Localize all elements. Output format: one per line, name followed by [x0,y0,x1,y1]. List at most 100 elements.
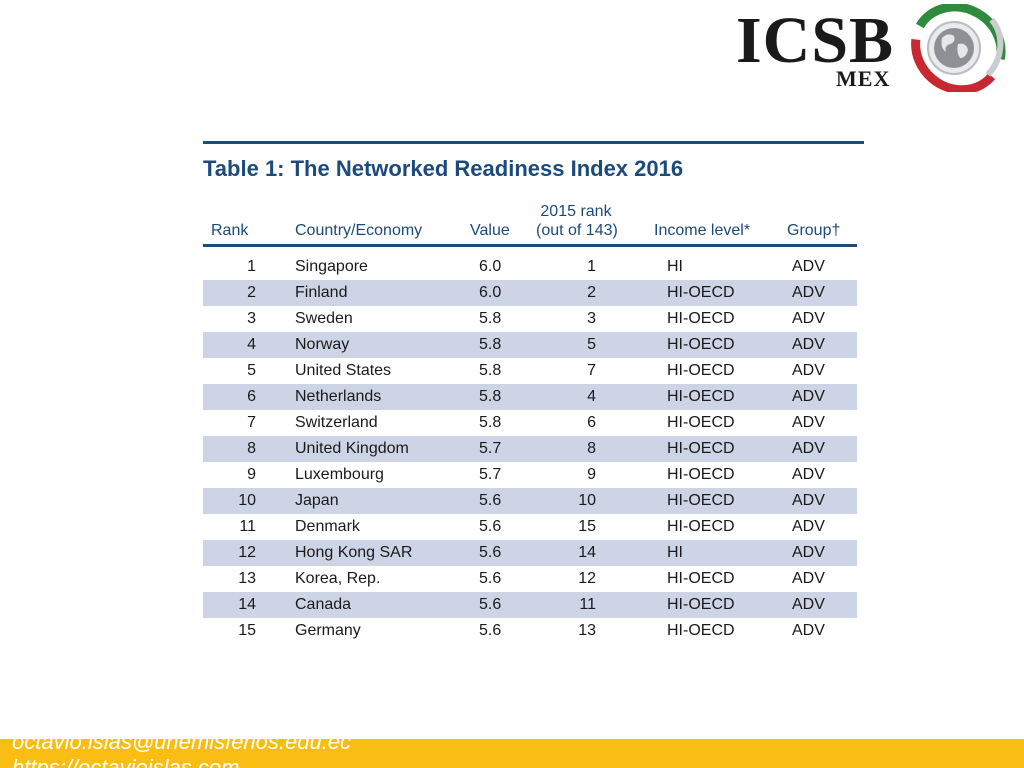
footer-email[interactable]: octavio.islas@uhemisferios.edu.ec [12,739,352,754]
table-row: 3 Sweden 5.8 3 HI-OECD ADV [203,306,857,332]
cell-rank: 15 [238,622,256,639]
cell-income: HI-OECD [667,310,735,327]
footer-bar: octavio.islas@uhemisferios.edu.ec https:… [0,739,1024,768]
cell-2015-rank: 1 [587,258,596,275]
header-2015-rank: 2015 rank (out of 143) [536,202,618,240]
cell-rank: 12 [238,544,256,561]
cell-value: 6.0 [479,284,502,301]
cell-value: 5.7 [479,466,502,483]
table-header-row: Rank Country/Economy Value 2015 rank (ou… [203,196,857,247]
cell-group: ADV [792,258,825,275]
cell-country: Luxembourg [295,466,384,483]
nri-table: Table 1: The Networked Readiness Index 2… [203,141,864,644]
cell-country: Netherlands [295,388,382,405]
cell-income: HI-OECD [667,440,735,457]
cell-group: ADV [792,544,825,561]
globe-icon [910,4,1006,92]
cell-2015-rank: 14 [578,544,596,561]
cell-value: 6.0 [479,258,502,275]
cell-value: 5.6 [479,570,502,587]
logo-text: ICSB [736,4,895,77]
header-2015-rank-line2: (out of 143) [536,222,618,239]
cell-country: Canada [295,596,352,613]
cell-group: ADV [792,596,825,613]
cell-value: 5.8 [479,310,502,327]
cell-country: Korea, Rep. [295,570,381,587]
cell-value: 5.8 [479,414,502,431]
table-title: Table 1: The Networked Readiness Index 2… [203,156,684,181]
cell-country: Germany [295,622,361,639]
cell-group: ADV [792,310,825,327]
cell-group: ADV [792,518,825,535]
cell-income: HI-OECD [667,596,735,613]
cell-income: HI-OECD [667,466,735,483]
table-row: 7 Switzerland 5.8 6 HI-OECD ADV [203,410,857,436]
cell-income: HI-OECD [667,492,735,509]
cell-group: ADV [792,362,825,379]
table-row: 8 United Kingdom 5.7 8 HI-OECD ADV [203,436,857,462]
cell-value: 5.8 [479,362,502,379]
table-row: 6 Netherlands 5.8 4 HI-OECD ADV [203,384,857,410]
cell-country: Denmark [295,518,360,535]
cell-2015-rank: 15 [578,518,596,535]
cell-2015-rank: 12 [578,570,596,587]
cell-group: ADV [792,492,825,509]
table-row: 4 Norway 5.8 5 HI-OECD ADV [203,332,857,358]
cell-income: HI-OECD [667,518,735,535]
cell-rank: 7 [247,414,256,431]
table-row: 15 Germany 5.6 13 HI-OECD ADV [203,618,857,644]
top-rule [203,141,864,144]
cell-country: Sweden [295,310,353,327]
cell-group: ADV [792,622,825,639]
cell-value: 5.6 [479,596,502,613]
table-row: 5 United States 5.8 7 HI-OECD ADV [203,358,857,384]
cell-group: ADV [792,414,825,431]
header-country: Country/Economy [295,222,423,239]
table-row: 10 Japan 5.6 10 HI-OECD ADV [203,488,857,514]
cell-income: HI-OECD [667,336,735,353]
cell-country: United Kingdom [295,440,409,457]
cell-2015-rank: 9 [587,466,596,483]
cell-country: Singapore [295,258,368,275]
header-2015-rank-line1: 2015 rank [540,203,612,220]
cell-2015-rank: 6 [587,414,596,431]
cell-rank: 3 [247,310,256,327]
table-row: 13 Korea, Rep. 5.6 12 HI-OECD ADV [203,566,857,592]
cell-income: HI-OECD [667,362,735,379]
cell-group: ADV [792,466,825,483]
table-row: 12 Hong Kong SAR 5.6 14 HI ADV [203,540,857,566]
cell-group: ADV [792,336,825,353]
icsb-mex-logo: ICSB MEX [736,4,1006,92]
cell-group: ADV [792,570,825,587]
cell-country: Japan [295,492,339,509]
cell-rank: 4 [247,336,256,353]
cell-2015-rank: 4 [587,388,596,405]
cell-rank: 9 [247,466,256,483]
cell-rank: 5 [247,362,256,379]
table-body: 1 Singapore 6.0 1 HI ADV 2 Finland 6.0 2… [203,254,857,644]
cell-2015-rank: 3 [587,310,596,327]
cell-2015-rank: 10 [578,492,596,509]
cell-country: Finland [295,284,348,301]
cell-rank: 8 [247,440,256,457]
cell-income: HI-OECD [667,622,735,639]
table-row: 11 Denmark 5.6 15 HI-OECD ADV [203,514,857,540]
table-row: 2 Finland 6.0 2 HI-OECD ADV [203,280,857,306]
cell-value: 5.8 [479,388,502,405]
cell-rank: 2 [247,284,256,301]
cell-country: Hong Kong SAR [295,544,413,561]
cell-rank: 11 [239,518,256,535]
cell-2015-rank: 5 [587,336,596,353]
cell-rank: 10 [238,492,256,509]
header-rank: Rank [211,222,249,239]
cell-income: HI [667,544,683,561]
footer-website[interactable]: https://octavioislas.com [12,755,240,768]
cell-income: HI-OECD [667,570,735,587]
cell-value: 5.6 [479,544,502,561]
header-income: Income level* [654,222,751,239]
cell-value: 5.8 [479,336,502,353]
cell-rank: 1 [247,258,256,275]
cell-income: HI [667,258,683,275]
cell-country: Norway [295,336,350,353]
cell-2015-rank: 8 [587,440,596,457]
